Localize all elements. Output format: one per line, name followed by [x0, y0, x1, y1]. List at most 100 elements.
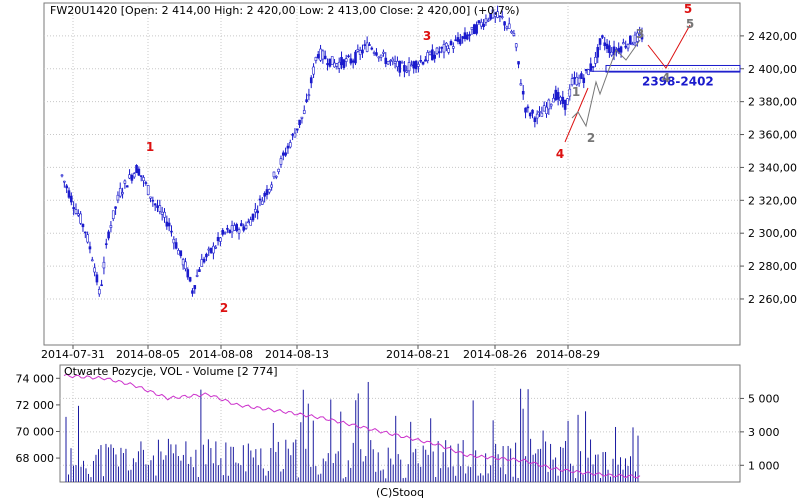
candle-body: [265, 189, 269, 196]
candle-body: [228, 229, 232, 233]
candle-body: [240, 223, 243, 227]
candle-body: [566, 98, 569, 105]
price-tick-label: 2 420,00: [748, 30, 797, 43]
candle-body: [347, 55, 350, 58]
candle-body: [118, 188, 122, 197]
candle-body: [188, 277, 192, 282]
candle-body: [561, 96, 565, 104]
candle-body: [377, 56, 381, 59]
candle-body: [337, 61, 341, 69]
candle-body: [459, 39, 462, 45]
candle-body: [254, 209, 257, 213]
candle-body: [95, 274, 99, 283]
candle-body: [77, 213, 80, 216]
candle-body: [514, 43, 518, 48]
candle-body: [542, 105, 546, 112]
candle-body: [172, 238, 176, 244]
candle-body: [293, 132, 297, 138]
candle-body: [568, 88, 572, 97]
candle-body: [288, 142, 292, 148]
date-tick-label: 2014-07-31: [41, 348, 105, 361]
price-tick-label: 2 320,00: [748, 194, 797, 207]
candle-body: [93, 267, 96, 273]
candle-body: [477, 20, 481, 24]
candle-body: [428, 51, 432, 55]
candle-body: [570, 78, 574, 86]
candle-body: [146, 185, 150, 196]
candle-body: [139, 175, 143, 177]
oi-tick-label: 68 000: [16, 452, 55, 465]
candle-body: [438, 51, 441, 54]
candle-body: [472, 24, 476, 35]
candle-body: [468, 34, 471, 36]
oi-tick-label: 70 000: [16, 425, 55, 438]
candle-body: [470, 26, 474, 30]
price-tick-label: 2 380,00: [748, 96, 797, 109]
candle-body: [596, 47, 600, 58]
red-projection-path: [647, 24, 691, 69]
candle-body: [626, 44, 630, 49]
candle-body: [403, 65, 406, 72]
candle-body: [191, 290, 194, 294]
candle-body: [412, 61, 416, 69]
candle-body: [344, 58, 348, 62]
candle-body: [486, 19, 490, 22]
candle-body: [340, 57, 343, 66]
candle-body: [452, 46, 455, 49]
wave-label-red: 3: [423, 29, 431, 43]
candle-body: [489, 13, 492, 20]
candle-body: [163, 211, 166, 218]
candle-body: [510, 31, 513, 34]
candle-body: [533, 117, 537, 122]
candle-body: [195, 275, 199, 277]
candle-body: [321, 50, 325, 60]
candle-body: [354, 51, 357, 64]
candle-body: [202, 258, 206, 263]
candle-body: [601, 35, 604, 38]
candle-body: [503, 21, 506, 26]
candle-body: [251, 213, 255, 221]
candle-body: [184, 261, 187, 270]
candle-body: [636, 32, 639, 42]
candle-body: [272, 171, 276, 178]
candle-body: [67, 190, 71, 198]
candle-body: [587, 69, 590, 75]
candle-body: [414, 60, 418, 70]
candle-body: [291, 133, 294, 136]
candle-body: [109, 225, 113, 228]
candle-body: [456, 37, 460, 42]
candle-body: [277, 168, 280, 172]
candle-body: [556, 92, 560, 100]
candle-body: [153, 203, 157, 206]
candle-body: [200, 259, 204, 267]
candle-body: [186, 269, 190, 278]
candle-body: [358, 50, 362, 55]
candle-body: [316, 54, 320, 59]
candle-body: [479, 21, 483, 27]
candle-body: [619, 46, 623, 53]
wave-label-red: 2: [220, 301, 228, 315]
candle-body: [484, 18, 488, 23]
candle-body: [165, 221, 169, 227]
gray-wave-path: [571, 39, 641, 128]
wave-label-red: 4: [556, 147, 564, 161]
candle-body: [88, 246, 92, 250]
candle-body: [181, 259, 185, 266]
candle-body: [335, 63, 339, 67]
candle-body: [63, 180, 66, 183]
candle-body: [365, 42, 369, 52]
candle-body: [493, 13, 497, 17]
candle-body: [526, 106, 530, 109]
candle-body: [584, 69, 588, 71]
candle-body: [72, 207, 75, 210]
candle-body: [179, 250, 183, 257]
candle-body: [158, 205, 162, 212]
candle-body: [74, 209, 78, 214]
wave-label-gray: 2: [587, 131, 595, 145]
candle-body: [545, 106, 548, 115]
candle-body: [60, 174, 64, 177]
volume-bars: [65, 381, 639, 482]
candle-body: [398, 60, 402, 73]
price-tick-label: 2 280,00: [748, 260, 797, 273]
candle-body: [230, 225, 234, 233]
